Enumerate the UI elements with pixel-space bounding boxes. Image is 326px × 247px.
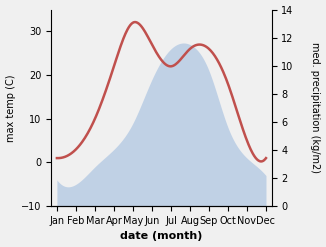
X-axis label: date (month): date (month): [120, 231, 203, 242]
Y-axis label: max temp (C): max temp (C): [6, 74, 16, 142]
Y-axis label: med. precipitation (kg/m2): med. precipitation (kg/m2): [310, 42, 320, 173]
